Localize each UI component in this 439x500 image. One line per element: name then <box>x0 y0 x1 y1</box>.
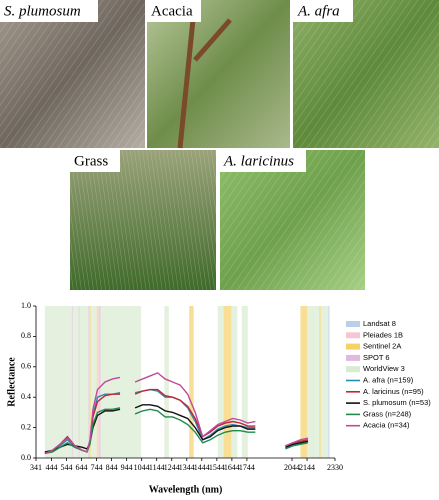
x-tick-label: 1344 <box>179 463 195 472</box>
photo-label: Acacia <box>151 3 193 19</box>
x-tick-label: 544 <box>61 463 73 472</box>
x-tick-label: 444 <box>45 463 57 472</box>
sensor-band <box>189 306 194 458</box>
label-box <box>147 0 201 22</box>
sensor-band <box>52 306 62 458</box>
legend-label: Pleiades 1B <box>363 330 403 339</box>
y-tick-label: 0.6 <box>21 362 31 371</box>
series-line <box>44 372 309 455</box>
y-tick-label: 1.0 <box>21 301 31 310</box>
legend-label: Grass (n=248) <box>363 409 412 418</box>
y-tick-label: 0.4 <box>21 392 31 401</box>
sensor-band <box>320 306 329 458</box>
label-box <box>0 0 98 22</box>
legend-swatch <box>346 343 360 350</box>
legend-swatch <box>346 366 360 373</box>
legend-swatch <box>346 332 360 339</box>
x-tick-label: 2330 <box>327 463 343 472</box>
legend: Landsat 8 Pleiades 1B Sentinel 2A SPOT 6 Wor… <box>346 319 431 430</box>
photo-texture <box>293 0 439 148</box>
photo <box>147 0 290 148</box>
photo-label: A. afra <box>297 3 340 19</box>
photo-branch <box>177 0 232 149</box>
legend-label: SPOT 6 <box>363 353 390 362</box>
x-tick-label: 1244 <box>164 463 180 472</box>
legend-label: WorldView 3 <box>363 364 405 373</box>
photo-grid: S. plumosum Acacia A. afra Grass A. lari… <box>0 0 439 290</box>
x-tick-label: 644 <box>76 463 88 472</box>
x-tick-label: 1144 <box>149 463 165 472</box>
x-tick-label: 2044 <box>284 463 300 472</box>
photo-texture <box>0 0 145 148</box>
sensor-band <box>114 306 142 458</box>
x-tick-label: 1644 <box>224 463 240 472</box>
x-tick-label: 2144 <box>299 463 315 472</box>
sensor-bands <box>44 306 330 458</box>
sensor-band <box>61 306 72 458</box>
photo-label: A. laricinus <box>223 153 294 169</box>
sensor-band <box>307 306 314 458</box>
photo-label: S. plumosum <box>4 3 81 19</box>
x-tick-label: 844 <box>106 463 118 472</box>
y-tick-label: 0.0 <box>21 453 31 462</box>
x-tick-label: 1444 <box>194 463 210 472</box>
y-tick-label: 0.2 <box>21 422 31 431</box>
x-tick-label: 341 <box>30 463 42 472</box>
x-tick-label: 1044 <box>134 463 150 472</box>
y-tick-label: 0.8 <box>21 331 31 340</box>
legend-label: Landsat 8 <box>363 319 396 328</box>
x-tick-label: 744 <box>91 463 103 472</box>
sensor-band <box>90 306 97 458</box>
photo-texture <box>220 150 365 290</box>
sensor-band <box>44 306 53 458</box>
label-box <box>70 150 120 172</box>
x-tick-label: 944 <box>121 463 133 472</box>
y-axis-label: Reflectance <box>6 357 17 407</box>
sensor-band <box>217 306 224 458</box>
photo-label: Grass <box>74 153 108 169</box>
label-box <box>220 150 306 172</box>
legend-label: Acacia (n=34) <box>363 421 410 430</box>
legend-swatch <box>346 354 360 361</box>
label-box <box>293 0 353 22</box>
sensor-band <box>164 306 169 458</box>
legend-swatch <box>346 321 360 327</box>
x-axis-label: Wavelength (nm) <box>149 484 223 495</box>
legend-label: A. laricinus (n=95) <box>363 387 424 396</box>
sensor-band <box>72 306 79 458</box>
legend-label: Sentinel 2A <box>363 342 401 351</box>
photo-texture <box>70 150 216 290</box>
x-tick-label: 1544 <box>209 463 225 472</box>
legend-label: A. afra (n=159) <box>363 375 414 384</box>
sensor-band <box>79 306 89 458</box>
sensor-band <box>241 306 248 458</box>
sensor-band <box>313 306 320 458</box>
x-tick-label: 1744 <box>239 463 255 472</box>
legend-label: S. plumosum (n=53) <box>363 398 431 407</box>
sensor-band <box>231 306 238 458</box>
